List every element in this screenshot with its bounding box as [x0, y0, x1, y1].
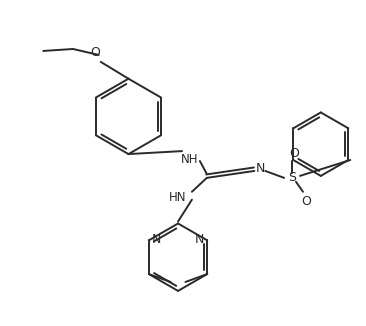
Text: NH: NH [181, 153, 199, 166]
Text: O: O [289, 147, 299, 160]
Text: HN: HN [169, 191, 187, 204]
Text: O: O [90, 46, 100, 59]
Text: S: S [288, 171, 296, 185]
Text: N: N [255, 162, 265, 175]
Text: O: O [301, 195, 311, 208]
Text: N: N [152, 233, 161, 246]
Text: N: N [195, 233, 204, 246]
